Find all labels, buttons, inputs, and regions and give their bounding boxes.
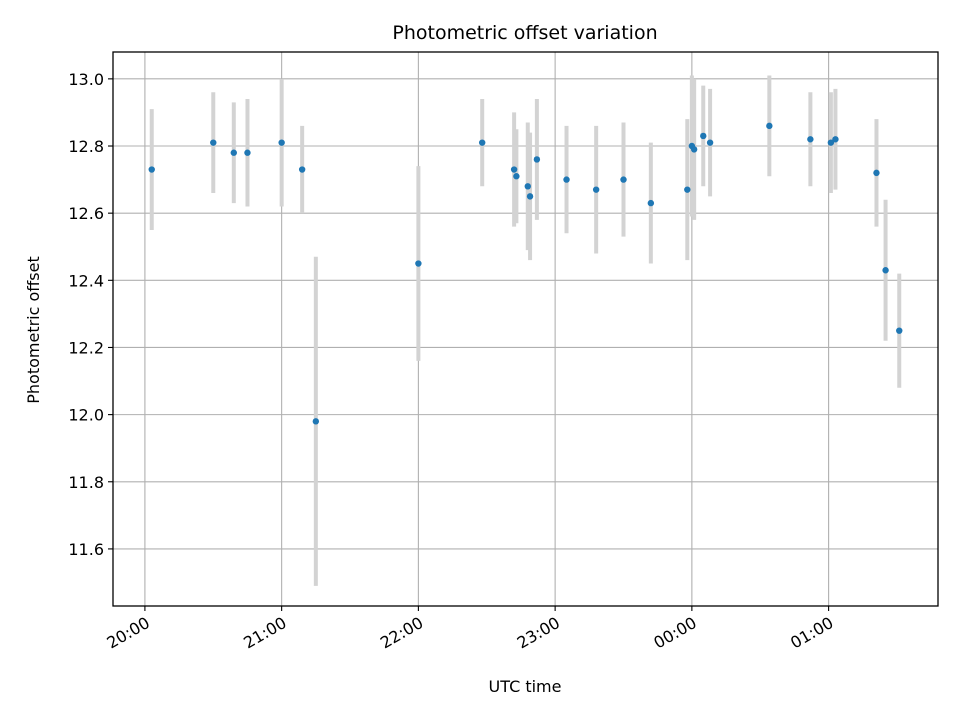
y-tick-label: 13.0 bbox=[68, 70, 104, 89]
data-point bbox=[210, 139, 217, 146]
data-point bbox=[148, 166, 155, 173]
x-tick-label: 01:00 bbox=[787, 613, 836, 653]
x-tick-label: 00:00 bbox=[650, 613, 699, 653]
data-point bbox=[312, 418, 320, 425]
data-point bbox=[533, 156, 541, 163]
data-point bbox=[510, 166, 518, 173]
data-point bbox=[896, 327, 903, 334]
data-point bbox=[620, 176, 627, 183]
y-tick-label: 12.2 bbox=[68, 338, 104, 357]
x-tick-label: 21:00 bbox=[240, 613, 289, 653]
data-point bbox=[478, 139, 486, 146]
data-point bbox=[415, 260, 422, 267]
y-tick-label: 12.0 bbox=[68, 406, 104, 425]
data-point bbox=[873, 169, 880, 177]
data-point bbox=[592, 186, 600, 193]
data-point bbox=[807, 136, 814, 143]
y-tick-label: 12.4 bbox=[68, 271, 104, 290]
data-point bbox=[524, 183, 531, 190]
y-tick-label: 12.6 bbox=[68, 204, 104, 223]
data-point bbox=[882, 267, 889, 274]
x-axis-label: UTC time bbox=[489, 677, 562, 696]
data-point bbox=[244, 149, 251, 156]
data-point bbox=[832, 136, 839, 143]
data-point bbox=[230, 149, 237, 156]
data-point bbox=[278, 139, 285, 146]
data-point bbox=[700, 132, 707, 140]
data-point bbox=[647, 199, 655, 207]
data-point bbox=[690, 146, 698, 153]
axes-frame bbox=[112, 51, 939, 607]
x-tick-label: 22:00 bbox=[377, 613, 426, 653]
y-tick-label: 12.8 bbox=[68, 137, 104, 156]
axis-ticks: 20:00 21:00 22:00 23:00 00:00 01:00 11.6 11.8 12… bbox=[68, 70, 836, 653]
data-point bbox=[298, 166, 306, 173]
data-points bbox=[148, 122, 903, 425]
data-point bbox=[766, 122, 773, 130]
data-point bbox=[827, 139, 835, 146]
data-point bbox=[526, 193, 534, 200]
data-point bbox=[513, 173, 520, 180]
data-point bbox=[684, 186, 691, 193]
grid-lines bbox=[113, 52, 938, 606]
y-tick-label: 11.6 bbox=[68, 540, 104, 559]
chart-title: Photometric offset variation bbox=[392, 22, 657, 44]
x-tick-label: 23:00 bbox=[514, 613, 563, 653]
error-bars bbox=[149, 75, 902, 586]
y-axis-label: Photometric offset bbox=[24, 256, 43, 404]
data-point bbox=[706, 139, 714, 146]
x-tick-label: 20:00 bbox=[103, 613, 152, 653]
data-point bbox=[563, 176, 570, 183]
y-tick-label: 11.8 bbox=[68, 473, 104, 492]
